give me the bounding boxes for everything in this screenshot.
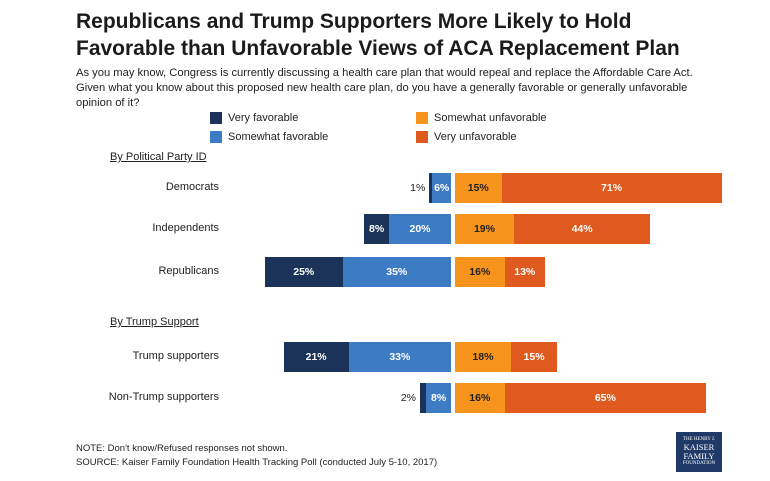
logo-text: KAISER bbox=[683, 442, 715, 452]
row-label: Democrats bbox=[165, 181, 219, 193]
data-label: 18% bbox=[472, 351, 494, 363]
bar-somewhat-favorable: 6% bbox=[432, 173, 451, 203]
data-label: 33% bbox=[389, 351, 411, 363]
data-label: 44% bbox=[571, 223, 593, 235]
bar-somewhat-unfavorable: 15% bbox=[455, 173, 502, 203]
legend-label: Very favorable bbox=[228, 112, 299, 124]
data-label: 15% bbox=[523, 351, 545, 363]
legend-swatch-somewhat-favorable bbox=[210, 131, 222, 143]
legend-somewhat-favorable: Somewhat favorable bbox=[210, 131, 328, 143]
row-label: Trump supporters bbox=[132, 350, 219, 362]
footnote: NOTE: Don't know/Refused responses not s… bbox=[76, 443, 288, 454]
chart-title: Republicans and Trump Supporters More Li… bbox=[76, 10, 680, 60]
bar-somewhat-unfavorable: 16% bbox=[455, 257, 505, 287]
bar-very-favorable bbox=[420, 383, 427, 413]
bar-very-favorable: 8% bbox=[364, 214, 389, 244]
source-note: SOURCE: Kaiser Family Foundation Health … bbox=[76, 457, 438, 468]
data-label: 71% bbox=[601, 182, 623, 194]
legend-somewhat-unfavorable: Somewhat unfavorable bbox=[416, 112, 547, 124]
legend-label: Somewhat unfavorable bbox=[434, 112, 547, 124]
data-label-outside: 2% bbox=[400, 392, 416, 404]
bar-somewhat-favorable: 20% bbox=[389, 214, 451, 244]
bar-very-unfavorable: 65% bbox=[504, 383, 707, 413]
bar-somewhat-favorable: 33% bbox=[348, 342, 451, 372]
data-label: 8% bbox=[430, 392, 447, 404]
data-label: 6% bbox=[434, 182, 450, 194]
data-label: 21% bbox=[305, 351, 327, 363]
legend-swatch-very-unfavorable bbox=[416, 131, 428, 143]
legend-label: Somewhat favorable bbox=[228, 131, 329, 143]
data-label: 16% bbox=[469, 266, 491, 278]
row-label: Independents bbox=[152, 222, 219, 234]
bar-somewhat-unfavorable: 19% bbox=[455, 214, 514, 244]
bar-somewhat-unfavorable: 16% bbox=[455, 383, 505, 413]
data-label: 20% bbox=[409, 223, 431, 235]
kff-logo: THE HENRY J. KAISER FAMILY FOUNDATION bbox=[676, 432, 722, 472]
data-label: 35% bbox=[386, 266, 408, 278]
bar-somewhat-favorable: 35% bbox=[342, 257, 451, 287]
row-label: Non-Trump supporters bbox=[108, 391, 219, 403]
bar-very-unfavorable: 44% bbox=[513, 214, 651, 244]
bar-very-favorable bbox=[429, 173, 433, 203]
section-heading-trump: By Trump Support bbox=[110, 316, 199, 328]
data-label-outside: 1% bbox=[410, 182, 426, 194]
logo-text: THE HENRY J. bbox=[682, 437, 716, 442]
bar-very-favorable: 21% bbox=[283, 342, 349, 372]
row-label: Republicans bbox=[158, 265, 219, 277]
logo-text: FOUNDATION bbox=[682, 461, 716, 466]
legend-very-unfavorable: Very unfavorable bbox=[416, 131, 517, 143]
bar-somewhat-unfavorable: 18% bbox=[455, 342, 511, 372]
legend-swatch-somewhat-unfavorable bbox=[416, 112, 428, 124]
data-label: 13% bbox=[514, 266, 536, 278]
logo-text: FAMILY bbox=[683, 451, 715, 461]
bar-somewhat-favorable: 8% bbox=[426, 383, 451, 413]
legend-very-favorable: Very favorable bbox=[210, 112, 298, 124]
data-label: 15% bbox=[467, 182, 489, 194]
chart-subtitle: As you may know, Congress is currently d… bbox=[76, 67, 693, 109]
legend-label: Very unfavorable bbox=[434, 131, 517, 143]
data-label: 8% bbox=[368, 223, 385, 235]
legend-swatch-very-favorable bbox=[210, 112, 222, 124]
bar-very-favorable: 25% bbox=[265, 257, 343, 287]
data-label: 16% bbox=[469, 392, 491, 404]
data-label: 65% bbox=[594, 392, 616, 404]
bar-very-unfavorable: 13% bbox=[504, 257, 545, 287]
bar-very-unfavorable: 15% bbox=[510, 342, 558, 372]
section-heading-party: By Political Party ID bbox=[110, 151, 207, 163]
bar-very-unfavorable: 71% bbox=[501, 173, 722, 203]
data-label: 19% bbox=[473, 223, 495, 235]
data-label: 25% bbox=[293, 266, 315, 278]
